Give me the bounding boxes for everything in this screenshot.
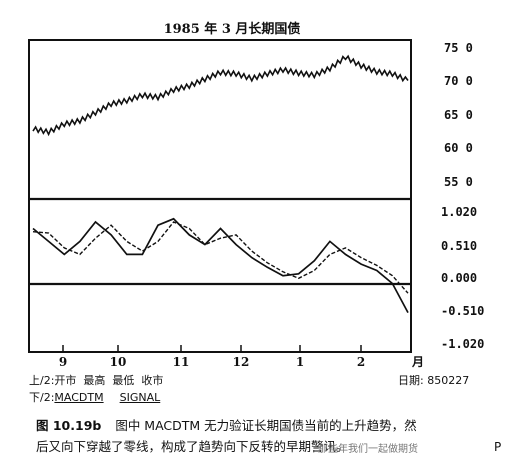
price-tick-label: 75 0: [444, 41, 473, 55]
x-tick-label: 9: [59, 355, 67, 369]
price-tick-label: 55 0: [444, 175, 473, 189]
oscillator-tick-label: 1.020: [441, 205, 477, 219]
caption-text-1: 图中 MACDTM 无力验证长期国债当前的上升趋势，然: [115, 418, 417, 433]
plot-frame: [28, 39, 412, 353]
date-value: 850227: [427, 374, 470, 387]
signal-line: [32, 221, 409, 294]
oscillator-tick-label: 0.510: [441, 239, 477, 253]
x-tick-label: 1: [296, 355, 304, 369]
legend-macdtm: MACDTM: [54, 391, 104, 404]
figure-number: 图 10.19b: [36, 418, 102, 433]
watermark: 那些年我们一起做期货: [318, 444, 418, 455]
chart-title: 1985 年 3 月长期国债: [164, 21, 301, 37]
corner-mark: P: [494, 440, 502, 454]
oscillator-tick-label: -0.510: [441, 304, 484, 318]
legend-line-1: 上/2:开市 最高 最低 收市: [29, 372, 163, 388]
legend-line-2: 下/2:MACDTM SIGNAL: [29, 389, 160, 405]
x-tick-label: 12: [233, 355, 250, 369]
x-tick-label: 11: [173, 355, 190, 369]
price-panel: [32, 54, 409, 137]
date-label: 日期:: [398, 374, 424, 387]
price-tick-label: 70 0: [444, 74, 473, 88]
x-tick-label: 月: [411, 355, 424, 369]
figure-caption-line-1: 图 10.19b 图中 MACDTM 无力验证长期国债当前的上升趋势，然: [36, 415, 417, 434]
x-tick-label: 2: [357, 355, 365, 369]
price-tick-label: 60 0: [444, 141, 473, 155]
oscillator-panel: [32, 217, 409, 314]
figure-caption-line-2: 后又向下穿越了零线，构成了趋势向下反转的早期警讯。: [36, 436, 349, 455]
price-series-line: [32, 54, 409, 137]
x-tick-label: 10: [110, 355, 127, 369]
caption-text-2: 后又向下穿越了零线，构成了趋势向下反转的早期警讯。: [36, 439, 349, 454]
date-readout: 日期: 850227: [398, 372, 469, 388]
axes: 75 0 70 0 65 0 60 0 55 0 1.020 0.510 0.000 -0.51…: [59, 41, 485, 369]
oscillator-tick-label: 0.000: [441, 271, 477, 285]
price-tick-label: 65 0: [444, 108, 473, 122]
oscillator-tick-label: -1.020: [441, 337, 484, 351]
legend-upper: 上/2:开市 最高 最低 收市: [29, 374, 164, 387]
legend-signal: SIGNAL: [119, 391, 161, 404]
macdtm-line: [32, 217, 409, 314]
legend-lower-prefix: 下/2:: [29, 391, 55, 404]
